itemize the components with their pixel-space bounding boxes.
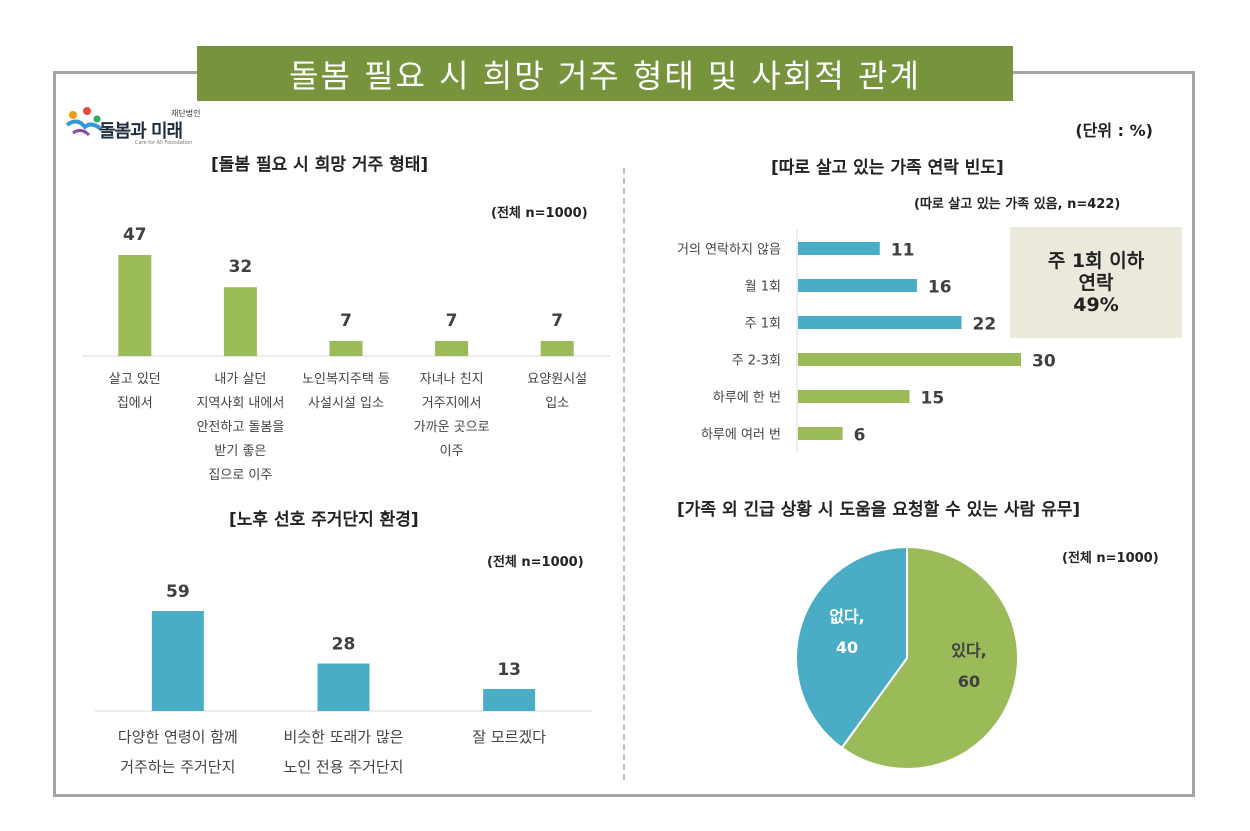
chart3-category-label: 거의 연락하지 않음 — [677, 243, 781, 258]
logo-text: 돌봄과 미래 — [99, 121, 183, 142]
chart3-value-label: 6 — [854, 426, 866, 446]
chart3-value-label: 16 — [928, 278, 952, 298]
chart2-value-label: 59 — [166, 582, 190, 602]
chart3-bar — [798, 353, 1021, 366]
chart1-value-label: 7 — [340, 311, 352, 331]
chart3-bar — [798, 427, 843, 440]
chart3-note: (따로 살고 있는 가족 있음, n=422) — [914, 197, 1121, 212]
chart4-slice-value: 40 — [836, 638, 858, 657]
unit-label: (단위 : %) — [1075, 121, 1153, 140]
chart3-category-label: 월 1회 — [745, 280, 781, 295]
chart1-bar — [329, 340, 363, 356]
chart1-bar — [540, 340, 574, 356]
chart1-value-label: 7 — [551, 311, 563, 331]
chart4-slice-label: 없다, — [829, 607, 865, 626]
logo-mark-icon — [65, 107, 103, 137]
logo: 돌봄과 미래 재단법인 Care for All Foundation — [63, 103, 203, 151]
chart1-value-label: 32 — [229, 257, 253, 277]
chart2-value-label: 13 — [497, 660, 521, 680]
chart4-slice — [840, 545, 1019, 770]
chart2-category-label: 다양한 연령이 함께 거주하는 주거단지 — [117, 728, 238, 776]
chart3-category-label: 주 1회 — [745, 317, 781, 332]
chart3-value-label: 22 — [973, 315, 997, 335]
chart1-bar — [223, 287, 257, 356]
chart1-value-label: 47 — [123, 225, 147, 245]
chart4-slice-label: 있다, — [951, 641, 987, 660]
chart1-category-label: 요양원시설 입소 — [527, 372, 588, 411]
chart2-category-label: 잘 모르겠다 — [472, 728, 547, 746]
chart4-slice — [795, 545, 908, 750]
callout-line2: 연락 — [1078, 271, 1114, 294]
chart1-bar — [435, 340, 469, 356]
chart4-title: [가족 외 긴급 상황 시 도움을 요청할 수 있는 사람 유무] — [677, 500, 1081, 520]
logo-subtext: 재단법인 — [171, 109, 201, 118]
chart3-bar — [798, 279, 917, 292]
chart3-bar — [798, 390, 910, 403]
chart1-bar — [118, 255, 152, 356]
chart3-bar — [798, 316, 962, 329]
chart2-value-label: 28 — [332, 635, 356, 655]
chart3-value-label: 11 — [891, 241, 915, 261]
chart3-value-label: 30 — [1032, 352, 1056, 372]
logo-english: Care for All Foundation — [135, 140, 193, 146]
callout-line3: 49% — [1073, 293, 1119, 316]
chart1-category-label: 내가 살던 지역사회 내에서 안전하고 돌봄을 받기 좋은 집으로 이주 — [196, 372, 285, 483]
chart3-category-label: 주 2-3회 — [732, 354, 781, 369]
chart3-category-label: 하루에 여러 번 — [701, 428, 781, 443]
chart1-category-label: 노인복지주택 등 사설시설 입소 — [302, 372, 390, 411]
callout-line1: 주 1회 이하 — [1047, 249, 1145, 272]
chart2-bar — [317, 663, 370, 711]
chart3-callout: 주 1회 이하 연락 49% — [1010, 227, 1182, 338]
chart4-note: (전체 n=1000) — [1062, 551, 1159, 566]
chart2-category-label: 비슷한 또래가 많은 노인 전용 주거단지 — [283, 728, 404, 776]
chart1-category-label: 자녀나 친지 거주지에서 가까운 곳으로 이주 — [413, 372, 490, 459]
chart1-value-label: 7 — [446, 311, 458, 331]
chart4-slice-value: 60 — [958, 672, 980, 691]
chart1-category-label: 살고 있던 집에서 — [108, 372, 161, 411]
chart2-title: [노후 선호 주거단지 환경] — [229, 510, 419, 530]
page-title: 돌봄 필요 시 희망 거주 형태 및 사회적 관계 — [197, 46, 1013, 101]
chart2-bar — [483, 688, 536, 711]
chart3-bar — [798, 242, 880, 255]
chart1-note: (전체 n=1000) — [491, 206, 588, 221]
chart1-title: [돌봄 필요 시 희망 거주 형태] — [211, 155, 429, 175]
chart3-value-label: 15 — [921, 389, 945, 409]
chart3-category-label: 하루에 한 번 — [713, 391, 781, 406]
section-divider — [623, 168, 625, 780]
chart2-bar — [151, 611, 204, 711]
chart3-title: [따로 살고 있는 가족 연락 빈도] — [771, 158, 1004, 178]
chart2-note: (전체 n=1000) — [487, 555, 584, 570]
